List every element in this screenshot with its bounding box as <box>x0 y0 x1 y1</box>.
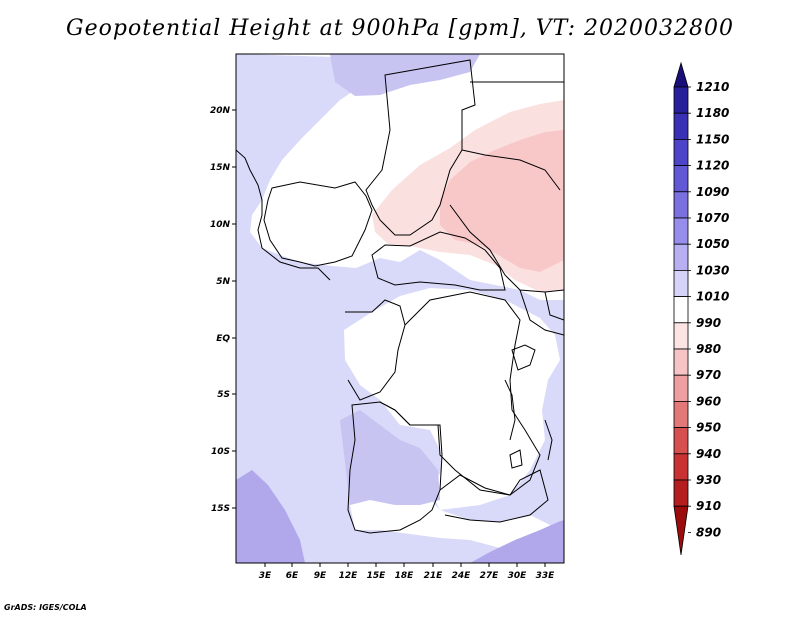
lat-tick-label: 5N <box>216 277 230 287</box>
colorbar-label: 940 <box>696 447 721 461</box>
colorbar: 1210 1180 1150 1120 1090 1070 1050 1030 1010 990 9… <box>673 61 729 556</box>
lon-tick-label: 24E <box>452 571 472 581</box>
colorbar-label: 990 <box>696 316 721 330</box>
lat-tick-label: 10S <box>211 447 230 457</box>
lon-tick-label: 3E <box>259 571 272 581</box>
colorbar-label: 1030 <box>696 263 729 277</box>
border-congo <box>345 299 406 401</box>
cool-deep-southeast <box>470 520 564 563</box>
colorbar-swatch <box>673 165 689 193</box>
colorbar-label: 1210 <box>696 80 729 94</box>
lat-tick-label: 5S <box>217 390 230 400</box>
border-zambia <box>439 469 549 523</box>
colorbar-label: 910 <box>696 499 721 513</box>
colorbar-swatch <box>673 400 689 428</box>
border-car <box>371 231 506 291</box>
colorbar-swatch <box>673 191 689 219</box>
colorbar-swatch <box>673 138 689 166</box>
grads-credit: GrADS: IGES/COLA <box>4 603 87 612</box>
lon-tick-label: 12E <box>339 571 359 581</box>
lon-tick-label: 15E <box>367 571 387 581</box>
colorbar-top-triangle <box>673 61 689 88</box>
lon-tick-label: 21E <box>424 571 444 581</box>
colorbar-label: 890 <box>696 525 721 539</box>
lon-tick-label: 18E <box>395 571 415 581</box>
cool-band-angola <box>340 410 440 505</box>
colorbar-label: 980 <box>696 342 721 356</box>
colorbar-label: 950 <box>696 421 721 435</box>
border-angola <box>347 401 443 534</box>
colorbar-label: 1180 <box>696 106 729 120</box>
colorbar-label: 1090 <box>696 185 729 199</box>
colorbar-label: 930 <box>696 473 721 487</box>
colorbar-swatch <box>673 374 689 402</box>
colorbar-swatch <box>673 322 689 350</box>
country-borders <box>236 59 564 534</box>
colorbar-label: 960 <box>696 394 721 408</box>
cool-deep-southwest <box>236 470 305 563</box>
colorbar-swatch <box>673 453 689 481</box>
lat-tick-label: 15N <box>210 163 231 173</box>
neutral-region-congo <box>344 288 560 510</box>
longitude-axis: 3E 6E 9E 12E 15E 18E 21E 24E 27E 30E 33E <box>259 563 555 581</box>
lon-tick-label: 30E <box>508 571 528 581</box>
colorbar-label: 1120 <box>696 159 729 173</box>
colorbar-swatch <box>673 217 689 245</box>
colorbar-swatch <box>673 269 689 297</box>
lat-tick-label: 15S <box>211 504 230 514</box>
lat-tick-label: 10N <box>210 220 231 230</box>
map-frame <box>235 53 565 564</box>
colorbar-label: 1050 <box>696 237 729 251</box>
colorbar-label: 1010 <box>696 290 729 304</box>
lat-tick-label: 20N <box>210 106 231 116</box>
colorbar-bottom-triangle <box>673 505 689 556</box>
border-east <box>519 289 564 336</box>
colorbar-swatch <box>673 427 689 455</box>
colorbar-swatch <box>673 479 689 507</box>
border-chad <box>365 59 476 236</box>
colorbar-swatch <box>673 243 689 271</box>
lat-tick-label: EQ <box>216 334 230 344</box>
chart-title: Geopotential Height at 900hPa [gpm], VT:… <box>66 16 734 41</box>
colorbar-label: 1070 <box>696 211 729 225</box>
colorbar-swatch <box>673 348 689 376</box>
shaded-fields <box>236 54 564 563</box>
border-coast-west <box>236 149 331 281</box>
border-great-lakes <box>504 344 553 469</box>
map-panel: 20N 15N 10N 5N EQ 5S 10S 15S 3E 6E 9E 12E 15E 18E 21E… <box>210 53 565 581</box>
colorbar-label: 1150 <box>696 132 729 146</box>
border-nigeria <box>263 181 373 267</box>
colorbar-swatch <box>673 86 689 114</box>
colorbar-swatch <box>673 296 689 324</box>
latitude-axis: 20N 15N 10N 5N EQ 5S 10S 15S <box>210 106 236 514</box>
colorbar-swatch <box>673 112 689 140</box>
colorbar-label: 970 <box>696 368 721 382</box>
lon-tick-label: 27E <box>480 571 500 581</box>
lon-tick-label: 33E <box>536 571 556 581</box>
lon-tick-label: 6E <box>286 571 299 581</box>
lon-tick-label: 9E <box>314 571 327 581</box>
